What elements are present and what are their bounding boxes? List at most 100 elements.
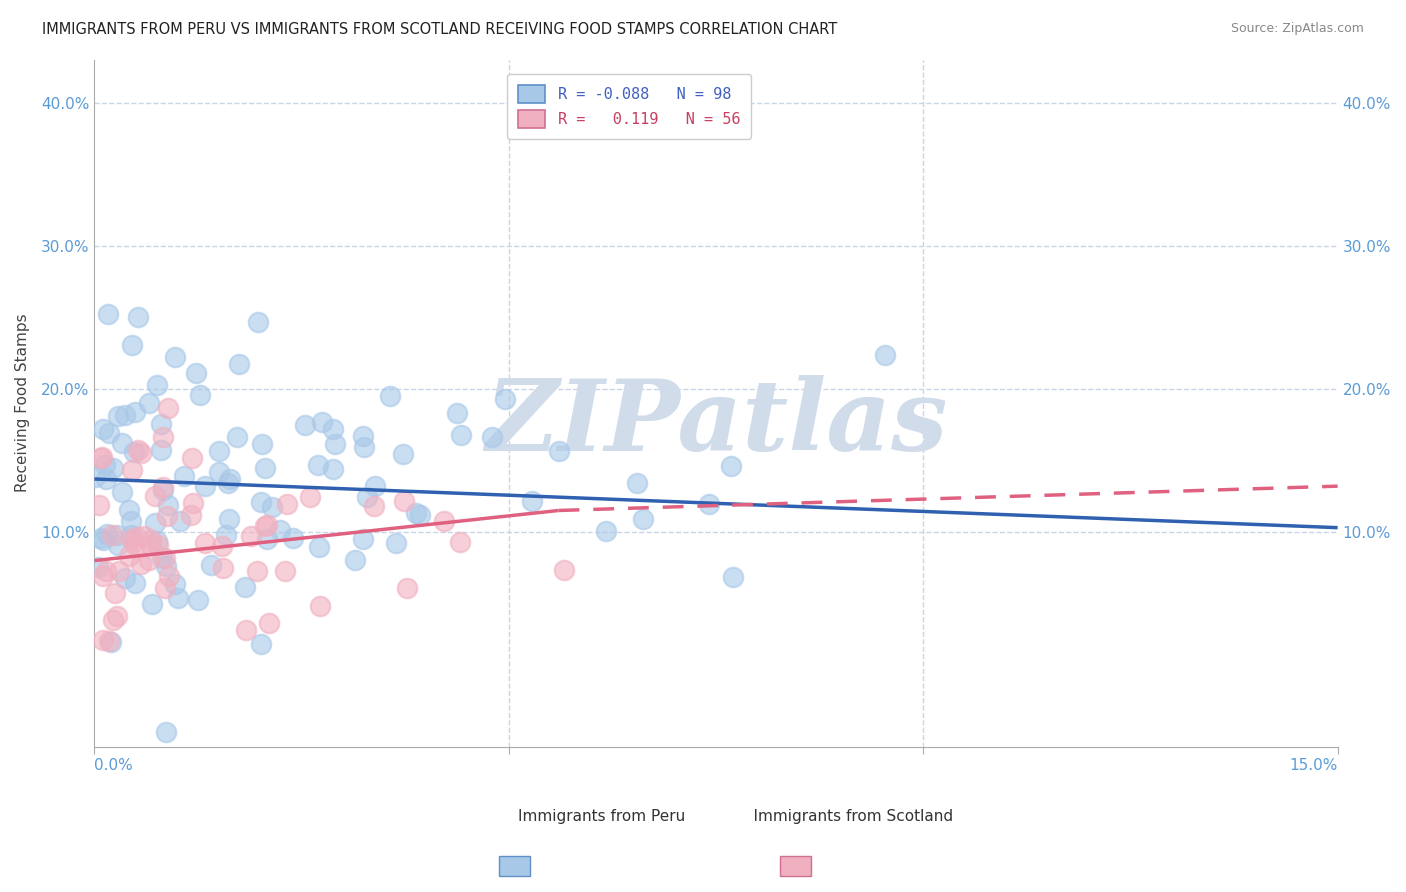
Point [194, 479, 217, 493]
Point [152, 430, 174, 444]
Y-axis label: Receiving Food Stamps: Receiving Food Stamps [15, 314, 30, 492]
Point [322, 422, 344, 436]
Point [392, 494, 415, 508]
Point [97, 307, 120, 321]
Point [141, 597, 163, 611]
Point [173, 469, 195, 483]
Point [157, 569, 180, 583]
Point [257, 615, 280, 630]
Point [96, 526, 118, 541]
Point [96, 472, 118, 486]
Point [281, 531, 304, 545]
Point [217, 475, 239, 490]
Point [218, 512, 240, 526]
Point [262, 500, 284, 514]
Point [553, 563, 575, 577]
Point [233, 580, 256, 594]
Point [207, 444, 229, 458]
Point [308, 541, 330, 555]
Point [181, 451, 204, 466]
Point [87, 498, 110, 512]
Point [129, 557, 152, 571]
Point [188, 388, 211, 402]
Text: Immigrants from Peru              Immigrants from Scotland: Immigrants from Peru Immigrants from Sco… [479, 808, 953, 823]
Point [146, 533, 169, 548]
Point [433, 514, 456, 528]
Point [121, 462, 143, 476]
Point [219, 473, 242, 487]
Point [155, 559, 177, 574]
Point [90, 450, 112, 464]
Point [298, 491, 321, 505]
Point [494, 392, 516, 406]
Point [84, 470, 107, 484]
Point [127, 310, 149, 324]
Point [97, 425, 120, 440]
Point [235, 624, 257, 638]
Point [208, 465, 231, 479]
Point [226, 429, 249, 443]
Point [481, 430, 503, 444]
Point [114, 408, 136, 422]
Point [723, 570, 745, 584]
Point [152, 483, 174, 497]
Point [149, 443, 172, 458]
Point [105, 528, 128, 542]
Point [323, 437, 346, 451]
Legend: R = -0.088   N = 98, R =   0.119   N = 56: R = -0.088 N = 98, R = 0.119 N = 56 [508, 74, 751, 139]
Point [212, 560, 235, 574]
Point [120, 532, 142, 546]
Point [405, 506, 427, 520]
Point [378, 388, 401, 402]
Point [90, 450, 112, 465]
Point [122, 445, 145, 459]
Point [117, 549, 139, 563]
Point [138, 396, 160, 410]
Point [352, 532, 374, 546]
Point [124, 404, 146, 418]
Point [446, 406, 468, 420]
Point [311, 415, 333, 429]
Point [94, 458, 117, 473]
Point [187, 593, 209, 607]
Point [250, 495, 273, 509]
Point [548, 443, 571, 458]
Point [97, 634, 120, 648]
Point [200, 558, 222, 572]
Point [720, 458, 742, 473]
Point [129, 446, 152, 460]
Point [91, 633, 114, 648]
Point [153, 550, 176, 565]
Point [100, 635, 122, 649]
Point [107, 538, 129, 552]
Point [256, 517, 278, 532]
Point [124, 576, 146, 591]
Point [163, 577, 186, 591]
Point [87, 560, 110, 574]
Point [132, 529, 155, 543]
Point [364, 479, 387, 493]
Point [100, 528, 122, 542]
Point [211, 539, 233, 553]
Point [626, 475, 648, 490]
Point [633, 511, 655, 525]
Point [307, 458, 329, 472]
Point [352, 429, 374, 443]
Point [396, 581, 419, 595]
Point [215, 528, 238, 542]
Point [353, 440, 375, 454]
Point [146, 378, 169, 392]
Point [873, 348, 896, 362]
Point [152, 480, 174, 494]
Point [107, 608, 129, 623]
Point [322, 462, 344, 476]
Text: 15.0%: 15.0% [1289, 758, 1337, 773]
Point [124, 538, 146, 552]
Text: 0.0%: 0.0% [94, 758, 134, 773]
Point [146, 539, 169, 553]
Point [149, 417, 172, 431]
Point [409, 508, 432, 522]
Point [253, 461, 276, 475]
Point [101, 613, 124, 627]
Point [127, 443, 149, 458]
